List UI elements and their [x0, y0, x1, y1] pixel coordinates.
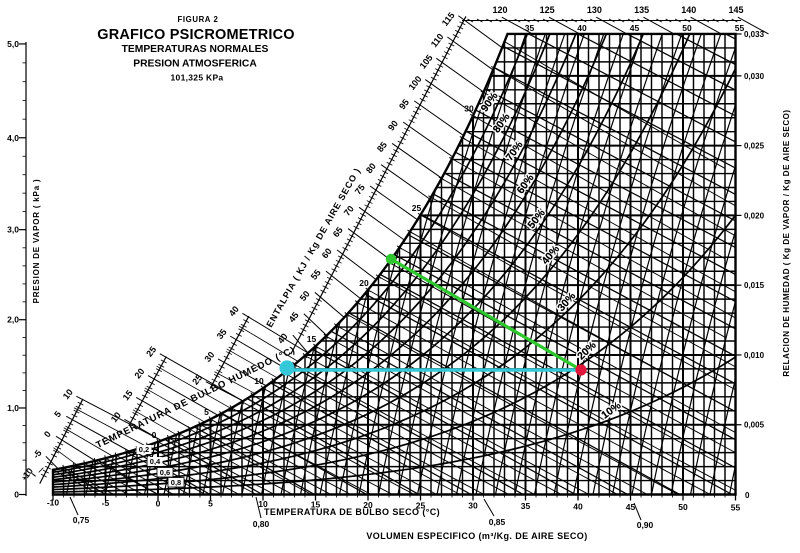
- svg-text:95: 95: [397, 97, 411, 111]
- svg-text:60: 60: [320, 246, 334, 260]
- svg-text:VOLUMEN ESPECIFICO (m³/Kg. DE: VOLUMEN ESPECIFICO (m³/Kg. DE AIRE SECO): [366, 531, 587, 541]
- svg-text:25: 25: [190, 373, 204, 387]
- svg-text:45: 45: [630, 23, 640, 33]
- svg-text:20: 20: [132, 366, 146, 380]
- svg-text:RELACION DE HUMEDAD ( Kg DE: RELACION DE HUMEDAD ( Kg DE VAPOR / Kg D…: [782, 109, 791, 376]
- svg-text:10: 10: [109, 410, 123, 424]
- svg-text:135: 135: [634, 5, 649, 15]
- svg-text:20: 20: [363, 500, 373, 510]
- svg-text:140: 140: [681, 5, 696, 15]
- svg-text:40: 40: [573, 501, 583, 511]
- svg-text:-5: -5: [31, 448, 44, 460]
- svg-text:10: 10: [61, 387, 75, 401]
- svg-text:0: 0: [745, 491, 750, 500]
- svg-text:-5: -5: [102, 498, 110, 508]
- svg-text:0,85: 0,85: [489, 517, 506, 527]
- svg-text:ENTALPIA ( KJ / Kg DE AIRE: ENTALPIA ( KJ / Kg DE AIRE SECO ): [264, 166, 362, 329]
- svg-text:55: 55: [731, 503, 741, 513]
- svg-text:0: 0: [152, 430, 157, 440]
- svg-text:5: 5: [208, 499, 213, 509]
- svg-text:30: 30: [202, 350, 216, 364]
- svg-text:5: 5: [52, 409, 63, 419]
- svg-text:25: 25: [416, 500, 426, 510]
- svg-text:115: 115: [440, 10, 457, 28]
- svg-text:0: 0: [42, 429, 53, 439]
- svg-text:PRESION ATMOSFERICA: PRESION ATMOSFERICA: [133, 59, 257, 70]
- svg-text:45: 45: [626, 502, 636, 512]
- svg-text:0,010: 0,010: [744, 351, 765, 360]
- svg-text:0,030: 0,030: [744, 72, 765, 81]
- svg-text:35: 35: [525, 23, 535, 33]
- svg-text:110: 110: [429, 32, 446, 50]
- svg-text:4,0: 4,0: [7, 133, 19, 143]
- svg-text:40: 40: [577, 23, 587, 33]
- svg-text:0,2: 0,2: [139, 445, 149, 454]
- svg-text:35: 35: [215, 327, 229, 341]
- svg-text:55: 55: [735, 23, 745, 33]
- svg-text:125: 125: [540, 5, 555, 15]
- svg-text:65: 65: [331, 225, 345, 239]
- svg-text:-10: -10: [47, 497, 60, 507]
- svg-text:15: 15: [307, 334, 317, 344]
- svg-text:50: 50: [682, 23, 692, 33]
- svg-text:0,75: 0,75: [73, 515, 90, 525]
- svg-text:40: 40: [227, 304, 241, 318]
- svg-text:80: 80: [364, 161, 378, 175]
- svg-text:TEMPERATURAS NORMALES: TEMPERATURAS NORMALES: [122, 44, 269, 55]
- svg-text:30: 30: [468, 501, 478, 511]
- svg-text:120: 120: [492, 5, 507, 15]
- svg-text:5,0: 5,0: [7, 39, 19, 49]
- svg-text:15: 15: [311, 499, 321, 509]
- svg-text:35: 35: [521, 501, 531, 511]
- svg-text:TEMPERATURA DE BULBO SECO (: TEMPERATURA DE BULBO SECO (°C): [264, 507, 440, 517]
- svg-text:2,0: 2,0: [7, 315, 19, 325]
- svg-text:70: 70: [342, 204, 356, 218]
- svg-text:50: 50: [298, 289, 312, 303]
- svg-text:0,4: 0,4: [150, 457, 161, 466]
- svg-text:0,020: 0,020: [744, 211, 765, 220]
- svg-text:1,0: 1,0: [7, 403, 19, 413]
- svg-text:50: 50: [678, 502, 688, 512]
- svg-text:GRAFICO PSICROMETRICO: GRAFICO PSICROMETRICO: [97, 27, 295, 43]
- svg-text:20: 20: [359, 278, 369, 288]
- svg-text:40: 40: [276, 331, 290, 345]
- svg-text:0,025: 0,025: [744, 142, 765, 151]
- svg-text:-10: -10: [19, 466, 35, 482]
- svg-text:0,6: 0,6: [160, 468, 170, 477]
- svg-text:101,325 KPa: 101,325 KPa: [171, 73, 224, 83]
- svg-text:0,015: 0,015: [744, 281, 765, 290]
- svg-text:10: 10: [258, 499, 268, 509]
- svg-text:10: 10: [254, 376, 264, 386]
- svg-text:85: 85: [375, 140, 389, 154]
- svg-text:0,90: 0,90: [637, 520, 654, 530]
- svg-text:0,8: 0,8: [171, 478, 181, 487]
- svg-text:PRESION DE VAPOR ( kPa ): PRESION DE VAPOR ( kPa ): [32, 179, 41, 304]
- svg-text:30: 30: [464, 104, 474, 114]
- svg-text:15: 15: [121, 388, 135, 402]
- svg-text:FIGURA 2: FIGURA 2: [178, 15, 219, 24]
- svg-text:5: 5: [204, 407, 209, 417]
- svg-text:3,0: 3,0: [7, 225, 19, 235]
- svg-text:90: 90: [386, 119, 400, 133]
- svg-text:55: 55: [309, 268, 323, 282]
- svg-text:0,80: 0,80: [253, 519, 270, 529]
- svg-text:75: 75: [353, 182, 367, 196]
- svg-text:0: 0: [14, 490, 19, 500]
- svg-text:25: 25: [144, 345, 158, 359]
- svg-text:0: 0: [156, 498, 161, 508]
- svg-text:105: 105: [418, 53, 435, 71]
- svg-text:0,033: 0,033: [744, 30, 765, 39]
- svg-text:100: 100: [407, 74, 424, 92]
- svg-text:25: 25: [412, 203, 422, 213]
- svg-text:40%: 40%: [539, 243, 562, 267]
- svg-text:145: 145: [728, 5, 743, 15]
- svg-text:130: 130: [587, 5, 602, 15]
- svg-text:45: 45: [287, 310, 301, 324]
- svg-text:0,005: 0,005: [744, 421, 765, 430]
